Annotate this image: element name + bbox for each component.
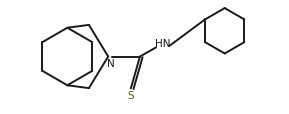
Text: N: N — [107, 59, 114, 69]
Text: S: S — [127, 90, 134, 100]
Text: HN: HN — [155, 39, 171, 48]
